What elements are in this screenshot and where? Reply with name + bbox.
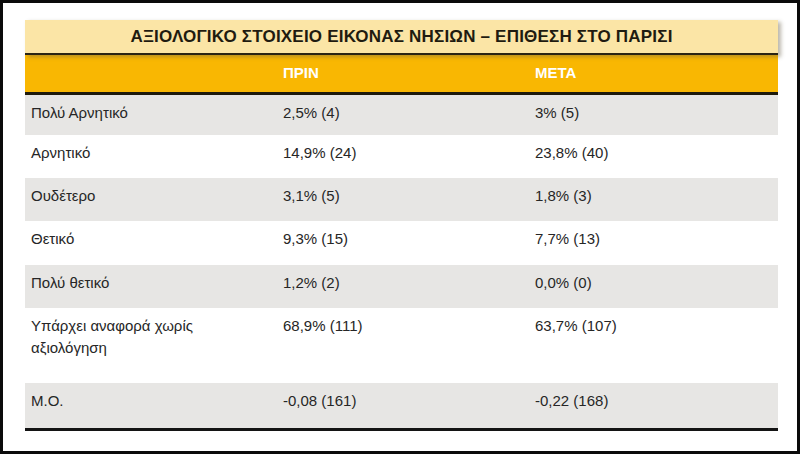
table-title-text: ΑΞΙΟΛΟΓΙΚΟ ΣΤΟΙΧΕΙΟ ΕΙΚΟΝΑΣ ΝΗΣΙΩΝ – ΕΠΙ… — [130, 27, 672, 47]
table-row: Ουδέτερο 3,1% (5) 1,8% (3) — [25, 178, 778, 221]
cell-after: 0,0% (0) — [535, 272, 778, 308]
row-label: Πολύ θετικό — [25, 272, 283, 308]
table-header-row: ΠΡΙΝ ΜΕΤΑ — [25, 55, 778, 95]
row-label: Υπάρχει αναφορά χωρίς αξιολόγηση — [25, 315, 283, 383]
cell-before: 1,2% (2) — [283, 272, 535, 308]
row-label: Πολύ Αρνητικό — [25, 102, 283, 135]
cell-before: 2,5% (4) — [283, 102, 535, 135]
table-row: Πολύ Αρνητικό 2,5% (4) 3% (5) — [25, 95, 778, 135]
ratings-table: ΑΞΙΟΛΟΓΙΚΟ ΣΤΟΙΧΕΙΟ ΕΙΚΟΝΑΣ ΝΗΣΙΩΝ – ΕΠΙ… — [25, 20, 778, 431]
table-title: ΑΞΙΟΛΟΓΙΚΟ ΣΤΟΙΧΕΙΟ ΕΙΚΟΝΑΣ ΝΗΣΙΩΝ – ΕΠΙ… — [25, 20, 778, 55]
row-label: Ουδέτερο — [25, 185, 283, 221]
row-label: Μ.Ο. — [25, 390, 283, 428]
table-row: Υπάρχει αναφορά χωρίς αξιολόγηση 68,9% (… — [25, 308, 778, 383]
cell-before: -0,08 (161) — [283, 390, 535, 428]
cell-after: 7,7% (13) — [535, 228, 778, 265]
row-label: Αρνητικό — [25, 142, 283, 178]
cell-before: 68,9% (111) — [283, 315, 535, 383]
table-body: Πολύ Αρνητικό 2,5% (4) 3% (5) Αρνητικό 1… — [25, 95, 778, 431]
cell-after: -0,22 (168) — [535, 390, 778, 428]
column-header-empty — [25, 62, 283, 92]
column-header-after: ΜΕΤΑ — [535, 62, 778, 92]
cell-after: 3% (5) — [535, 102, 778, 135]
slide-frame: ΑΞΙΟΛΟΓΙΚΟ ΣΤΟΙΧΕΙΟ ΕΙΚΟΝΑΣ ΝΗΣΙΩΝ – ΕΠΙ… — [0, 0, 800, 454]
table-row: Πολύ θετικό 1,2% (2) 0,0% (0) — [25, 265, 778, 308]
table-row: Θετικό 9,3% (15) 7,7% (13) — [25, 221, 778, 265]
column-header-before: ΠΡΙΝ — [283, 62, 535, 92]
cell-before: 9,3% (15) — [283, 228, 535, 265]
cell-after: 23,8% (40) — [535, 142, 778, 178]
cell-before: 3,1% (5) — [283, 185, 535, 221]
table-row: Μ.Ο. -0,08 (161) -0,22 (168) — [25, 383, 778, 428]
row-label: Θετικό — [25, 228, 283, 265]
cell-after: 1,8% (3) — [535, 185, 778, 221]
cell-after: 63,7% (107) — [535, 315, 778, 383]
table-row: Αρνητικό 14,9% (24) 23,8% (40) — [25, 135, 778, 178]
cell-before: 14,9% (24) — [283, 142, 535, 178]
